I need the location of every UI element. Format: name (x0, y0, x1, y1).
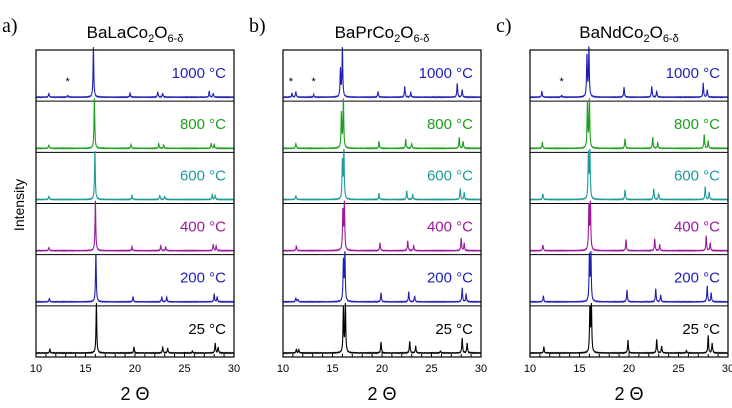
pattern-25C (282, 302, 482, 355)
x-tick-label: 30 (228, 363, 240, 375)
temperature-label: 1000 °C (666, 65, 721, 82)
x-axis-label: 2 Θ (120, 384, 149, 404)
pattern-800C (35, 98, 235, 150)
x-tick-label: 15 (326, 363, 338, 375)
pattern-600C (529, 148, 729, 201)
x-tick-label: 10 (30, 363, 42, 375)
pattern-400C (529, 200, 729, 253)
x-tick-label: 20 (623, 363, 635, 375)
panel-title: BaNdCo2O6-δ (579, 23, 679, 45)
pattern-200C (529, 251, 729, 304)
x-tick-label: 20 (129, 363, 141, 375)
x-tick-label: 10 (277, 363, 289, 375)
impurity-mark: * (66, 76, 71, 88)
pattern-25C (35, 302, 235, 355)
pattern-1000C (35, 47, 235, 99)
panel-title: BaPrCo2O6-δ (335, 23, 430, 45)
temperature-label: 600 °C (674, 167, 720, 184)
temperature-label: 1000 °C (172, 65, 227, 82)
temperature-label: 400 °C (180, 219, 226, 236)
temperature-label: 600 °C (427, 167, 473, 184)
impurity-mark: * (560, 76, 565, 88)
temperature-label: 1000 °C (419, 65, 474, 82)
temperature-label: 25 °C (188, 321, 226, 338)
temperature-label: 400 °C (427, 219, 473, 236)
x-tick-label: 25 (178, 363, 190, 375)
pattern-1000C (529, 45, 729, 99)
temperature-label: 25 °C (435, 321, 473, 338)
panel-label: c) (496, 15, 512, 37)
y-axis-label: Intensity (11, 179, 27, 231)
panel-label: a) (2, 15, 18, 37)
temperature-label: 200 °C (427, 270, 473, 287)
panel-2: b) BaPrCo2O6-δ * * 1000 °C 800 °C 600 °C 400 °C… (249, 15, 487, 404)
pattern-1000C (282, 47, 482, 99)
temperature-label: 800 °C (427, 116, 473, 133)
x-tick-label: 10 (524, 363, 536, 375)
temperature-label: 200 °C (674, 270, 720, 287)
temperature-label: 800 °C (674, 116, 720, 133)
x-tick-label: 15 (573, 363, 585, 375)
panel-3: c) BaNdCo2O6-δ * 1000 °C 800 °C 600 °C 400 °C 2… (496, 15, 732, 404)
temperature-label: 25 °C (682, 321, 720, 338)
panel-1: a) BaLaCo2O6-δ * 1000 °C 800 °C 600 °C 400 °C 2… (2, 15, 240, 404)
x-tick-label: 30 (475, 363, 487, 375)
pattern-800C (282, 98, 482, 150)
x-tick-label: 15 (79, 363, 91, 375)
x-tick-label: 30 (722, 363, 732, 375)
impurity-mark: * (289, 76, 294, 88)
pattern-25C (529, 302, 729, 355)
pattern-400C (35, 200, 235, 253)
panel-label: b) (249, 15, 266, 37)
x-tick-label: 25 (672, 363, 684, 375)
x-tick-label: 20 (376, 363, 388, 375)
temperature-label: 400 °C (674, 219, 720, 236)
pattern-600C (282, 148, 482, 201)
panel-title: BaLaCo2O6-δ (87, 23, 184, 45)
temperature-label: 200 °C (180, 270, 226, 287)
pattern-400C (282, 200, 482, 253)
pattern-200C (282, 251, 482, 304)
pattern-600C (35, 150, 235, 201)
pattern-800C (529, 98, 729, 150)
impurity-mark: * (312, 76, 317, 88)
x-tick-label: 25 (425, 363, 437, 375)
x-axis-label: 2 Θ (367, 384, 396, 404)
temperature-label: 600 °C (180, 167, 226, 184)
pattern-200C (35, 253, 235, 304)
x-axis-label: 2 Θ (614, 384, 643, 404)
temperature-label: 800 °C (180, 116, 226, 133)
